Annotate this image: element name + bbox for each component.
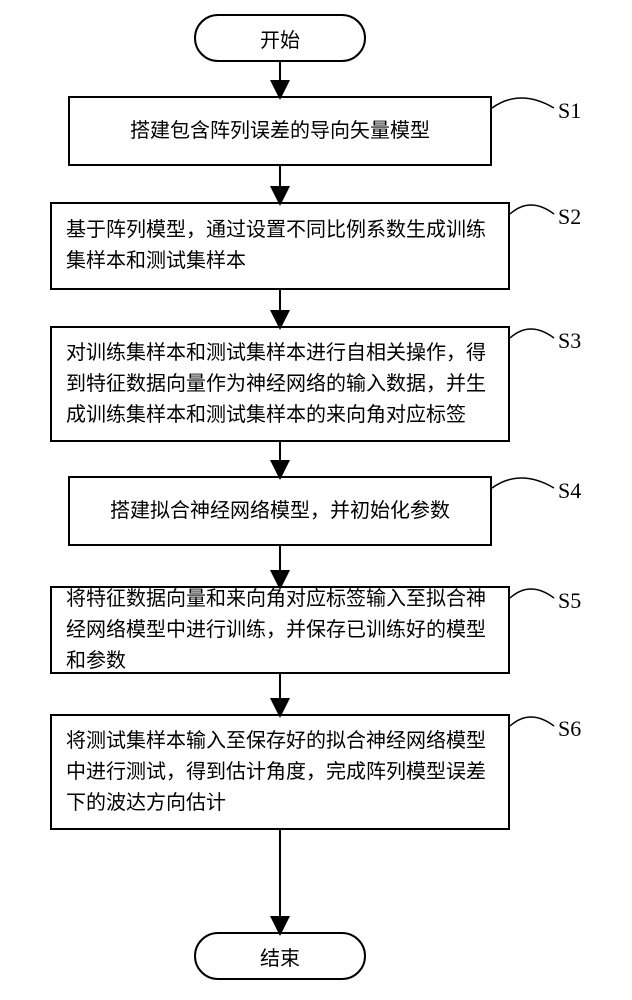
leader-s1 xyxy=(492,98,554,108)
leader-s6 xyxy=(510,717,554,726)
leader-s3 xyxy=(510,329,554,338)
leader-s5 xyxy=(510,589,554,598)
leader-s4 xyxy=(492,478,554,488)
flowchart-canvas: 开始 搭建包含阵列误差的导向矢量模型 S1 基于阵列模型，通过设置不同比例系数生… xyxy=(0,0,632,1000)
flow-arrows xyxy=(0,0,632,1000)
leader-s2 xyxy=(510,205,554,214)
